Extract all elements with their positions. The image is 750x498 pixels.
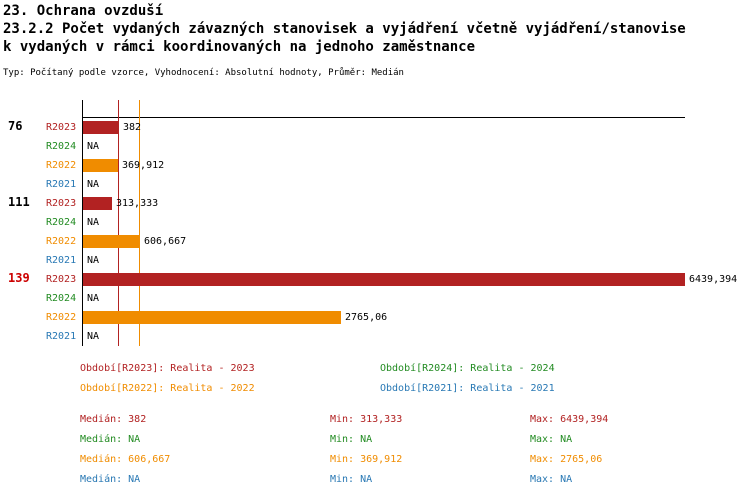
na-value-label: NA <box>87 293 100 304</box>
na-value-label: NA <box>87 179 100 190</box>
stat-max-r2022: Max: 2765,06 <box>530 454 603 465</box>
stat-min-r2022: Min: 369,912 <box>330 454 403 465</box>
bar-value-label: 382 <box>123 122 142 133</box>
bar-r2023 <box>83 121 119 134</box>
bar-value-label: 606,667 <box>144 236 187 247</box>
legend-item-r2023: Období[R2023]: Realita - 2023 <box>80 363 255 374</box>
bar-r2023 <box>83 273 685 286</box>
group-count-label: 111 <box>8 195 30 209</box>
median-line-r2023 <box>118 100 119 346</box>
legend-item-r2021: Období[R2021]: Realita - 2021 <box>380 383 555 394</box>
stat-median-r2022: Medián: 606,667 <box>80 454 171 465</box>
series-label-r2021: R2021 <box>46 179 77 190</box>
na-value-label: NA <box>87 217 100 228</box>
stat-median-r2021: Medián: NA <box>80 474 141 485</box>
na-value-label: NA <box>87 141 100 152</box>
series-label-r2024: R2024 <box>46 293 77 304</box>
group-count-label: 139 <box>8 271 30 285</box>
stat-min-r2023: Min: 313,333 <box>330 414 403 425</box>
stat-median-r2023: Medián: 382 <box>80 414 147 425</box>
series-label-r2023: R2023 <box>46 122 77 133</box>
bar-r2022 <box>83 311 341 324</box>
series-label-r2024: R2024 <box>46 217 77 228</box>
stat-max-r2024: Max: NA <box>530 434 573 445</box>
median-line-r2022 <box>139 100 140 346</box>
series-label-r2022: R2022 <box>46 236 77 247</box>
legend-item-r2022: Období[R2022]: Realita - 2022 <box>80 383 255 394</box>
value-axis-line <box>82 100 83 346</box>
stat-max-r2021: Max: NA <box>530 474 573 485</box>
bar-r2023 <box>83 197 112 210</box>
series-label-r2023: R2023 <box>46 274 77 285</box>
chart-subtitle: Typ: Počítaný podle vzorce, Vyhodnocení:… <box>3 68 404 78</box>
na-value-label: NA <box>87 255 100 266</box>
bar-r2022 <box>83 235 140 248</box>
stat-max-r2023: Max: 6439,394 <box>530 414 609 425</box>
chart-title-line1: 23. Ochrana ovzduší <box>3 3 164 19</box>
stat-median-r2024: Medián: NA <box>80 434 141 445</box>
bar-value-label: 2765,06 <box>345 312 388 323</box>
series-label-r2022: R2022 <box>46 312 77 323</box>
series-label-r2024: R2024 <box>46 141 77 152</box>
series-label-r2023: R2023 <box>46 198 77 209</box>
bar-value-label: 313,333 <box>116 198 159 209</box>
bar-r2022 <box>83 159 118 172</box>
series-label-r2022: R2022 <box>46 160 77 171</box>
stat-min-r2024: Min: NA <box>330 434 373 445</box>
baseline-axis-line <box>82 117 685 118</box>
group-count-label: 76 <box>8 119 23 133</box>
bar-value-label: 369,912 <box>122 160 165 171</box>
na-value-label: NA <box>87 331 100 342</box>
series-label-r2021: R2021 <box>46 255 77 266</box>
stat-min-r2021: Min: NA <box>330 474 373 485</box>
chart-title-line3: k vydaných v rámci koordinovaných na jed… <box>3 39 476 55</box>
legend-item-r2024: Období[R2024]: Realita - 2024 <box>380 363 555 374</box>
chart-title-line2: 23.2.2 Počet vydaných závazných stanovis… <box>3 21 686 37</box>
bar-value-label: 6439,394 <box>689 274 738 285</box>
series-label-r2021: R2021 <box>46 331 77 342</box>
